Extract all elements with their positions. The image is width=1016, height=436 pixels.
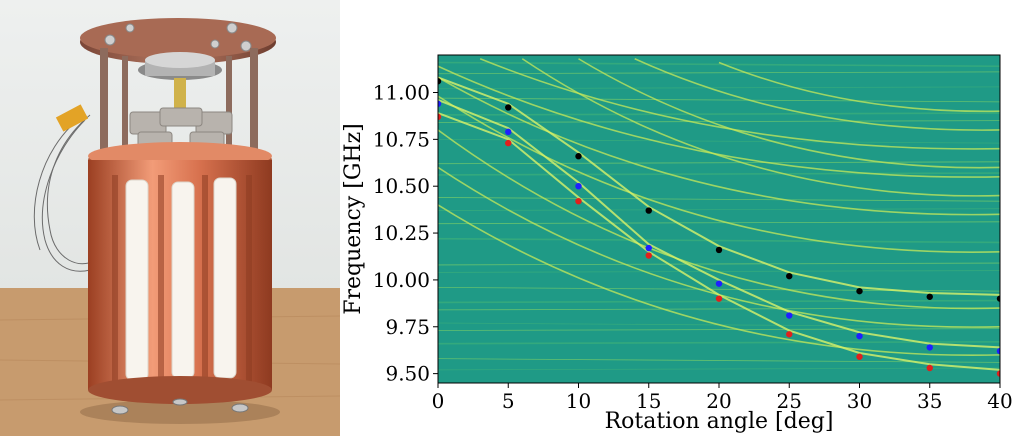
- heatmap-flat-line: [438, 358, 1000, 363]
- heatmap-curve: [718, 61, 1000, 113]
- heatmap-flat-line: [438, 221, 1000, 225]
- data-point: [505, 139, 512, 147]
- cylinder-bottom-rim: [88, 376, 272, 404]
- x-tick-label: 40: [987, 389, 1012, 413]
- heatmap-flat-line: [438, 71, 1000, 75]
- data-point: [438, 113, 442, 121]
- heatmap-flat-line: [438, 172, 1000, 176]
- data-point: [645, 244, 652, 252]
- x-axis-ticks: 0 5 10 15 20 25 30 35 40: [432, 383, 1013, 413]
- heatmap-flat-line: [438, 367, 1000, 371]
- resonator-photo: [0, 0, 340, 436]
- heatmap-flat-line: [438, 307, 1000, 311]
- heatmap-flat-line: [438, 237, 1000, 244]
- data-point: [856, 353, 863, 360]
- heatmap-mode-curve: [438, 112, 1000, 371]
- x-tick-label: 0: [432, 389, 445, 413]
- heatmap-mode-curve: [438, 99, 1000, 349]
- data-point: [996, 295, 1000, 302]
- data-point: [786, 272, 793, 280]
- x-tick-label: 5: [502, 389, 515, 413]
- data-point: [786, 331, 793, 338]
- x-tick-label: 35: [917, 389, 942, 413]
- heatmap-curve: [438, 129, 1000, 310]
- heatmap-flat-line: [438, 112, 1000, 116]
- y-tick-label: 10.00: [373, 268, 430, 292]
- data-point: [996, 370, 1000, 377]
- heatmap-flat-line: [438, 161, 1000, 165]
- x-tick-label: 25: [777, 389, 802, 413]
- y-tick-label: 10.25: [373, 221, 430, 245]
- plot-area: [438, 55, 1000, 383]
- heatmap-curve: [634, 58, 1000, 131]
- y-axis-label: Frequency [GHz]: [341, 123, 366, 315]
- data-point: [926, 344, 933, 351]
- y-tick-label: 10.75: [373, 127, 430, 151]
- data-point: [996, 347, 1000, 355]
- data-point: [438, 78, 442, 85]
- tape: [55, 104, 89, 132]
- heatmap-curve: [438, 65, 1000, 178]
- shadow: [80, 400, 280, 424]
- y-tick-label: 9.75: [385, 315, 430, 339]
- y-tick-label: 11.00: [373, 80, 430, 104]
- heatmap-flat-line: [438, 120, 1000, 123]
- heatmap-flat-line: [438, 208, 1000, 211]
- data-point: [645, 252, 652, 259]
- x-tick-label: 20: [706, 389, 731, 413]
- data-point: [575, 153, 582, 160]
- data-point: [856, 287, 863, 295]
- x-tick-label: 15: [636, 389, 661, 413]
- white-rods: [125, 177, 237, 381]
- heatmap-flat-line: [438, 262, 1000, 266]
- data-markers: [438, 78, 1000, 377]
- heatmap-curve: [438, 95, 1000, 253]
- heatmap-background: [438, 55, 1000, 383]
- frequency-vs-angle-chart: 0 5 10 15 20 25 30 35 40 9.50 9.75 10.00 10.25 10.50…: [341, 54, 1013, 434]
- x-axis-label: Rotation angle [deg]: [605, 409, 834, 434]
- data-point: [715, 246, 723, 254]
- heatmap-flat-line: [438, 328, 1000, 331]
- heatmap-mode-curve: [438, 76, 1000, 296]
- data-point: [575, 197, 582, 205]
- heatmap-flat-line: [438, 197, 1000, 202]
- data-point: [715, 295, 723, 302]
- heatmap-curve: [521, 58, 1000, 197]
- heatmap-flat-line: [438, 138, 1000, 144]
- heatmap-flat-line: [438, 86, 1000, 90]
- data-point: [786, 312, 793, 319]
- data-point: [575, 183, 582, 190]
- heatmap-curve: [438, 166, 1000, 328]
- data-point: [505, 128, 512, 136]
- heatmap-flat-line: [438, 340, 1000, 345]
- data-point: [438, 100, 442, 107]
- x-tick-label: 10: [566, 389, 591, 413]
- data-point: [926, 293, 933, 300]
- wires: [33, 114, 96, 272]
- heatmap-curve: [578, 58, 1000, 169]
- heatmap-curve: [438, 76, 1000, 216]
- heatmap-flat-line: [438, 61, 1000, 68]
- data-point: [856, 332, 863, 340]
- data-point: [645, 207, 652, 214]
- heatmap-curve: [438, 204, 1000, 357]
- heatmap-flat-line: [438, 97, 1000, 103]
- heatmap-resonance-lines: [438, 58, 1000, 371]
- y-axis-ticks: 9.50 9.75 10.00 10.25 10.50 10.75 11.00: [373, 80, 438, 386]
- x-tick-label: 30: [847, 389, 872, 413]
- y-tick-label: 10.50: [373, 174, 430, 198]
- data-point: [505, 104, 512, 111]
- y-tick-label: 9.50: [385, 362, 430, 386]
- data-point: [715, 280, 723, 287]
- data-point: [926, 364, 933, 372]
